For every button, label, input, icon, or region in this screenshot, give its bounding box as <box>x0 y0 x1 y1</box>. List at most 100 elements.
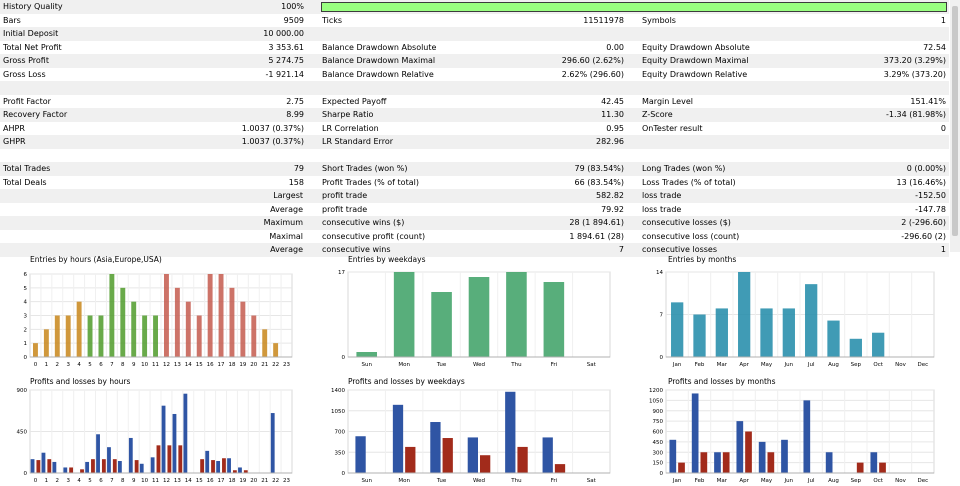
report-label: Z-Score <box>642 110 673 119</box>
report-spacer-row <box>0 81 949 95</box>
report-label: profit trade <box>322 191 368 200</box>
profit-bar <box>542 437 553 473</box>
bar <box>185 301 191 357</box>
report-label: consecutive wins ($) <box>322 218 405 227</box>
report-label: Total Deals <box>3 177 47 187</box>
profit-bar <box>803 400 811 473</box>
bar <box>671 302 684 357</box>
report-table: History Quality 100% Bars 9509 Ticks 115119… <box>0 0 949 257</box>
x-tick-label: Sun <box>361 362 372 368</box>
x-tick-label: 8 <box>121 362 125 368</box>
profit-bar <box>63 467 68 473</box>
profit-bar <box>758 441 766 473</box>
chart-title: Entries by months <box>668 255 736 264</box>
profit-bar <box>430 422 441 473</box>
x-tick-label: Tue <box>436 362 447 368</box>
loss-bar <box>36 460 41 473</box>
bar <box>207 274 213 357</box>
x-tick-label: Sep <box>851 478 862 484</box>
profit-bar <box>669 439 677 473</box>
report-label: LR Standard Error <box>322 137 393 146</box>
loss-bar <box>879 462 886 473</box>
profit-bar <box>85 461 90 473</box>
report-value: -1 921.14 <box>265 69 304 79</box>
x-tick-label: Aug <box>828 362 839 368</box>
x-tick-label: 15 <box>196 362 203 368</box>
report-value: 1.0037 (0.37%) <box>241 137 304 146</box>
y-tick-label: 700 <box>335 430 346 436</box>
bar <box>431 292 452 357</box>
report-label: Equity Drawdown Absolute <box>642 42 750 52</box>
x-tick-label: Fri <box>551 362 558 368</box>
bar <box>218 274 224 357</box>
profit-bar <box>139 463 144 473</box>
loss-bar <box>200 459 205 473</box>
x-tick-label: 10 <box>141 362 148 368</box>
bar <box>76 301 82 357</box>
report-value: 2 (-296.60) <box>901 218 946 227</box>
report-label: Total Trades <box>3 164 51 173</box>
bar <box>153 315 158 357</box>
profit-bar <box>238 467 242 473</box>
x-tick-label: 9 <box>132 478 136 484</box>
y-tick-label: 0 <box>24 471 28 477</box>
x-tick-label: Apr <box>739 362 749 368</box>
bar <box>87 315 93 357</box>
bar <box>693 314 706 357</box>
loss-bar <box>405 446 416 473</box>
y-tick-label: 450 <box>653 440 664 446</box>
x-tick-label: 0 <box>34 362 38 368</box>
report-label: consecutive profit (count) <box>322 231 426 241</box>
chart-pl-by-weekdays: Profits and losses by weekdays 0 350 700 105… <box>318 374 618 486</box>
bar <box>356 352 378 357</box>
profit-bar <box>96 434 100 473</box>
report-label: Average <box>270 204 303 214</box>
x-tick-label: Wed <box>473 478 485 484</box>
x-tick-label: Jul <box>807 362 815 368</box>
y-tick-label: 1200 <box>649 388 663 394</box>
report-value: 11.30 <box>601 110 624 119</box>
report-label: Gross Profit <box>3 56 49 65</box>
loss-bar <box>101 459 106 473</box>
report-label: Average <box>270 245 303 254</box>
bar <box>715 308 728 357</box>
y-tick-label: 150 <box>653 461 664 467</box>
report-row: Gross Loss -1 921.14 Balance Drawdown Rela… <box>0 68 949 82</box>
report-value: 0.00 <box>606 42 624 52</box>
report-row: Total Net Profit 3 353.61 Balance Drawdown… <box>0 41 949 55</box>
profit-bar <box>150 457 155 473</box>
report-label: consecutive wins <box>322 245 391 254</box>
report-value: 10 000.00 <box>263 29 304 38</box>
x-tick-label: 20 <box>250 362 257 368</box>
report-value <box>150 230 304 244</box>
x-tick-label: 0 <box>34 478 38 484</box>
scrollbar-thumb[interactable] <box>952 6 958 236</box>
report-label: profit trade <box>322 204 368 214</box>
report-label: consecutive losses <box>642 245 718 254</box>
report-label: Expected Payoff <box>322 96 387 106</box>
bar <box>164 274 169 357</box>
bar <box>543 282 565 357</box>
profit-bar <box>183 393 188 473</box>
report-label: GHPR <box>3 137 26 146</box>
x-tick-label: 18 <box>228 478 235 484</box>
profit-bar <box>30 459 35 473</box>
report-value: -152.50 <box>915 191 946 200</box>
report-label: Ticks <box>322 15 343 25</box>
vertical-scrollbar[interactable] <box>950 0 960 252</box>
profit-bar <box>781 439 788 473</box>
report-value: 158 <box>288 177 304 187</box>
x-tick-label: 14 <box>185 478 192 484</box>
report-value <box>150 203 304 217</box>
report-value: 28 (1 894.61) <box>569 218 624 227</box>
report-label: Bars <box>3 15 21 25</box>
bar <box>43 329 49 357</box>
x-tick-label: Oct <box>873 362 883 368</box>
report-label: Loss Trades (% of total) <box>642 177 736 187</box>
profit-bar <box>117 461 122 473</box>
loss-bar <box>700 452 708 473</box>
y-tick-label: 3 <box>24 314 28 320</box>
y-tick-label: 1050 <box>331 409 345 415</box>
bar <box>805 284 818 357</box>
bar <box>262 329 268 357</box>
